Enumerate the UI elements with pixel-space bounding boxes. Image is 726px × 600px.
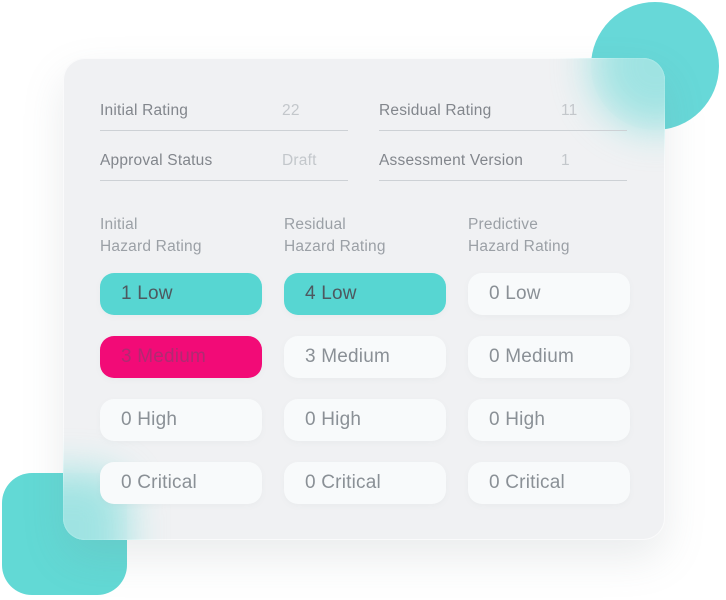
predictive-low-pill: 0 Low — [468, 273, 630, 315]
initial-rating-label: Initial Rating — [100, 102, 189, 119]
residual-low-pill: 4 Low — [284, 273, 446, 315]
assessment-version-field[interactable]: Assessment Version 1 — [379, 148, 627, 181]
assessment-version-value: 1 — [561, 152, 570, 169]
residual-critical-pill: 0 Critical — [284, 462, 446, 504]
initial-high-pill: 0 High — [100, 399, 262, 441]
approval-status-field[interactable]: Approval Status Draft — [100, 148, 348, 181]
residual-medium-pill: 3 Medium — [284, 336, 446, 378]
approval-status-value: Draft — [282, 152, 317, 169]
residual-rating-field[interactable]: Residual Rating 11 — [379, 98, 627, 131]
residual-high-pill: 0 High — [284, 399, 446, 441]
initial-medium-pill: 3 Medium — [100, 336, 262, 378]
initial-critical-pill: 0 Critical — [100, 462, 262, 504]
initial-low-pill: 1 Low — [100, 273, 262, 315]
residual-rating-label: Residual Rating — [379, 102, 492, 119]
residual-rating-value: 11 — [561, 102, 578, 119]
rating-pill-grid: 1 Low 4 Low 0 Low 3 Medium 3 Medium 0 Me… — [100, 273, 630, 504]
predictive-hazard-rating-header: Predictive Hazard Rating — [468, 216, 570, 255]
rating-column-headers: Initial Hazard Rating Residual Hazard Ra… — [100, 214, 630, 258]
predictive-critical-pill: 0 Critical — [468, 462, 630, 504]
predictive-medium-pill: 0 Medium — [468, 336, 630, 378]
predictive-high-pill: 0 High — [468, 399, 630, 441]
approval-status-label: Approval Status — [100, 152, 213, 169]
initial-hazard-rating-header: Initial Hazard Rating — [100, 216, 202, 255]
initial-rating-field[interactable]: Initial Rating 22 — [100, 98, 348, 131]
residual-hazard-rating-header: Residual Hazard Rating — [284, 216, 386, 255]
assessment-version-label: Assessment Version — [379, 152, 524, 169]
assessment-summary-card: Initial Rating 22 Residual Rating 11 App… — [63, 58, 665, 540]
initial-rating-value: 22 — [282, 102, 300, 119]
